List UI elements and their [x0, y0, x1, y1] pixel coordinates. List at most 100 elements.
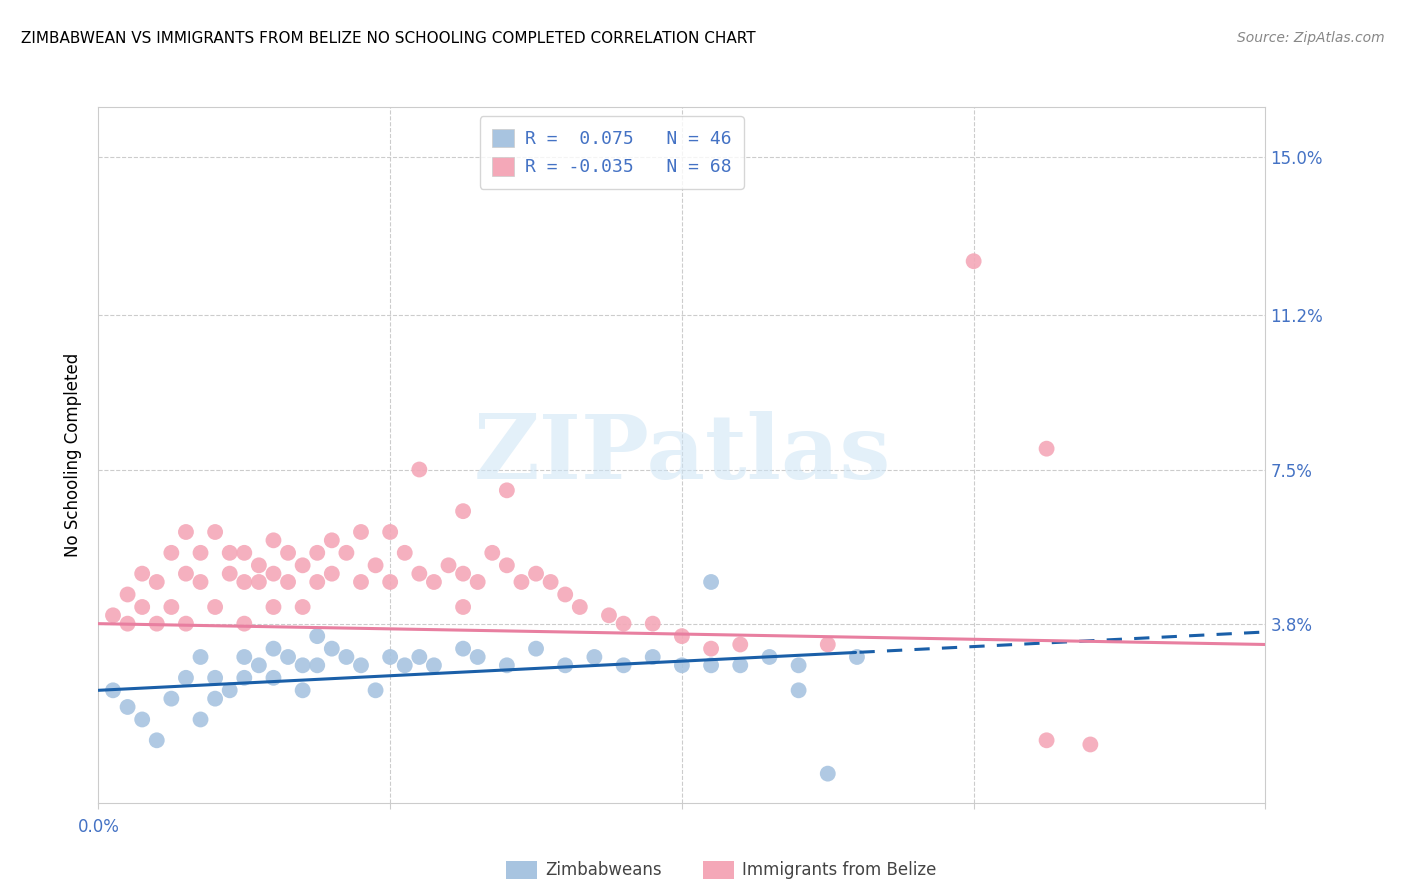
Point — [350, 658, 373, 673]
Point — [787, 658, 810, 673]
Point — [247, 658, 270, 673]
Point — [307, 546, 329, 560]
Point — [817, 766, 839, 780]
Point — [510, 574, 533, 589]
Point — [350, 574, 373, 589]
Point — [247, 558, 270, 573]
Point — [307, 629, 329, 643]
Point — [612, 616, 634, 631]
Point — [568, 599, 591, 614]
Point — [451, 566, 474, 581]
Point — [131, 566, 153, 581]
Point — [190, 650, 212, 665]
Text: 0.0%: 0.0% — [77, 818, 120, 836]
Point — [262, 671, 284, 685]
Point — [423, 574, 446, 589]
Point — [598, 608, 620, 623]
Point — [758, 650, 780, 665]
Point — [496, 483, 519, 498]
Point — [291, 683, 314, 698]
Point — [321, 566, 343, 581]
Point — [190, 574, 212, 589]
Point — [524, 641, 547, 656]
Point — [451, 641, 474, 656]
Point — [233, 574, 256, 589]
Point — [700, 641, 723, 656]
Point — [160, 599, 183, 614]
Point — [408, 462, 430, 476]
Point — [364, 683, 387, 698]
Point — [380, 650, 402, 665]
Point — [1035, 442, 1057, 456]
Text: ZIMBABWEAN VS IMMIGRANTS FROM BELIZE NO SCHOOLING COMPLETED CORRELATION CHART: ZIMBABWEAN VS IMMIGRANTS FROM BELIZE NO … — [21, 31, 755, 46]
Point — [817, 638, 839, 652]
Point — [380, 574, 402, 589]
Point — [218, 546, 240, 560]
Text: Immigrants from Belize: Immigrants from Belize — [742, 861, 936, 879]
Point — [394, 546, 416, 560]
Point — [174, 524, 197, 539]
Point — [190, 546, 212, 560]
Point — [540, 574, 562, 589]
Point — [437, 558, 460, 573]
Point — [408, 566, 430, 581]
Point — [335, 650, 357, 665]
Point — [845, 650, 868, 665]
Point — [321, 641, 343, 656]
Point — [583, 650, 606, 665]
Text: ZIPatlas: ZIPatlas — [474, 411, 890, 499]
Point — [174, 566, 197, 581]
Point — [204, 599, 226, 614]
Point — [277, 574, 299, 589]
Point — [612, 658, 634, 673]
Point — [204, 691, 226, 706]
Legend: R =  0.075   N = 46, R = -0.035   N = 68: R = 0.075 N = 46, R = -0.035 N = 68 — [479, 116, 744, 189]
Point — [117, 700, 139, 714]
Point — [117, 616, 139, 631]
Point — [204, 524, 226, 539]
Point — [174, 616, 197, 631]
Point — [247, 574, 270, 589]
Point — [423, 658, 446, 673]
Point — [233, 650, 256, 665]
Point — [291, 599, 314, 614]
Point — [730, 658, 752, 673]
Point — [233, 671, 256, 685]
Point — [496, 558, 519, 573]
Point — [671, 658, 693, 673]
Point — [218, 566, 240, 581]
Point — [554, 587, 576, 601]
Y-axis label: No Schooling Completed: No Schooling Completed — [65, 353, 83, 557]
Point — [262, 566, 284, 581]
Point — [262, 641, 284, 656]
Point — [160, 691, 183, 706]
Point — [307, 574, 329, 589]
Point — [408, 650, 430, 665]
Point — [962, 254, 984, 268]
Point — [291, 658, 314, 673]
Point — [131, 599, 153, 614]
Point — [787, 683, 810, 698]
Point — [262, 533, 284, 548]
Point — [451, 504, 474, 518]
Point — [146, 616, 169, 631]
Point — [641, 650, 664, 665]
Point — [146, 733, 169, 747]
Point — [467, 650, 489, 665]
Point — [671, 629, 693, 643]
Point — [700, 574, 723, 589]
Point — [335, 546, 357, 560]
Point — [321, 533, 343, 548]
Point — [730, 638, 752, 652]
Point — [262, 599, 284, 614]
Point — [700, 658, 723, 673]
Point — [233, 546, 256, 560]
Point — [496, 658, 519, 673]
Text: Zimbabweans: Zimbabweans — [546, 861, 662, 879]
Point — [277, 650, 299, 665]
Point — [204, 671, 226, 685]
Point — [554, 658, 576, 673]
Point — [291, 558, 314, 573]
Point — [380, 524, 402, 539]
Point — [174, 671, 197, 685]
